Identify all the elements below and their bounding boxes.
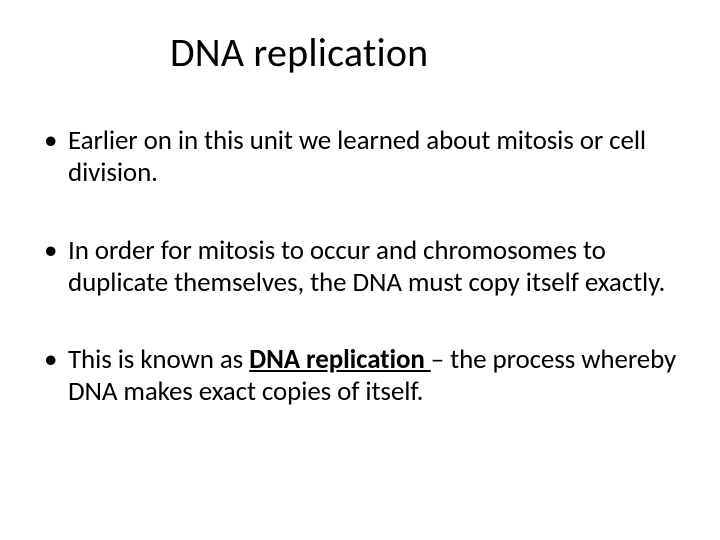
bullet-list: Earlier on in this unit we learned about… xyxy=(40,125,680,408)
bullet-item: Earlier on in this unit we learned about… xyxy=(40,125,680,189)
bullet-item: In order for mitosis to occur and chromo… xyxy=(40,235,680,299)
bullet-item: This is known as DNA replication – the p… xyxy=(40,344,680,408)
key-term: DNA replication xyxy=(249,343,431,376)
bullet-prefix: This is known as xyxy=(68,343,249,376)
slide-title: DNA replication xyxy=(170,28,680,77)
